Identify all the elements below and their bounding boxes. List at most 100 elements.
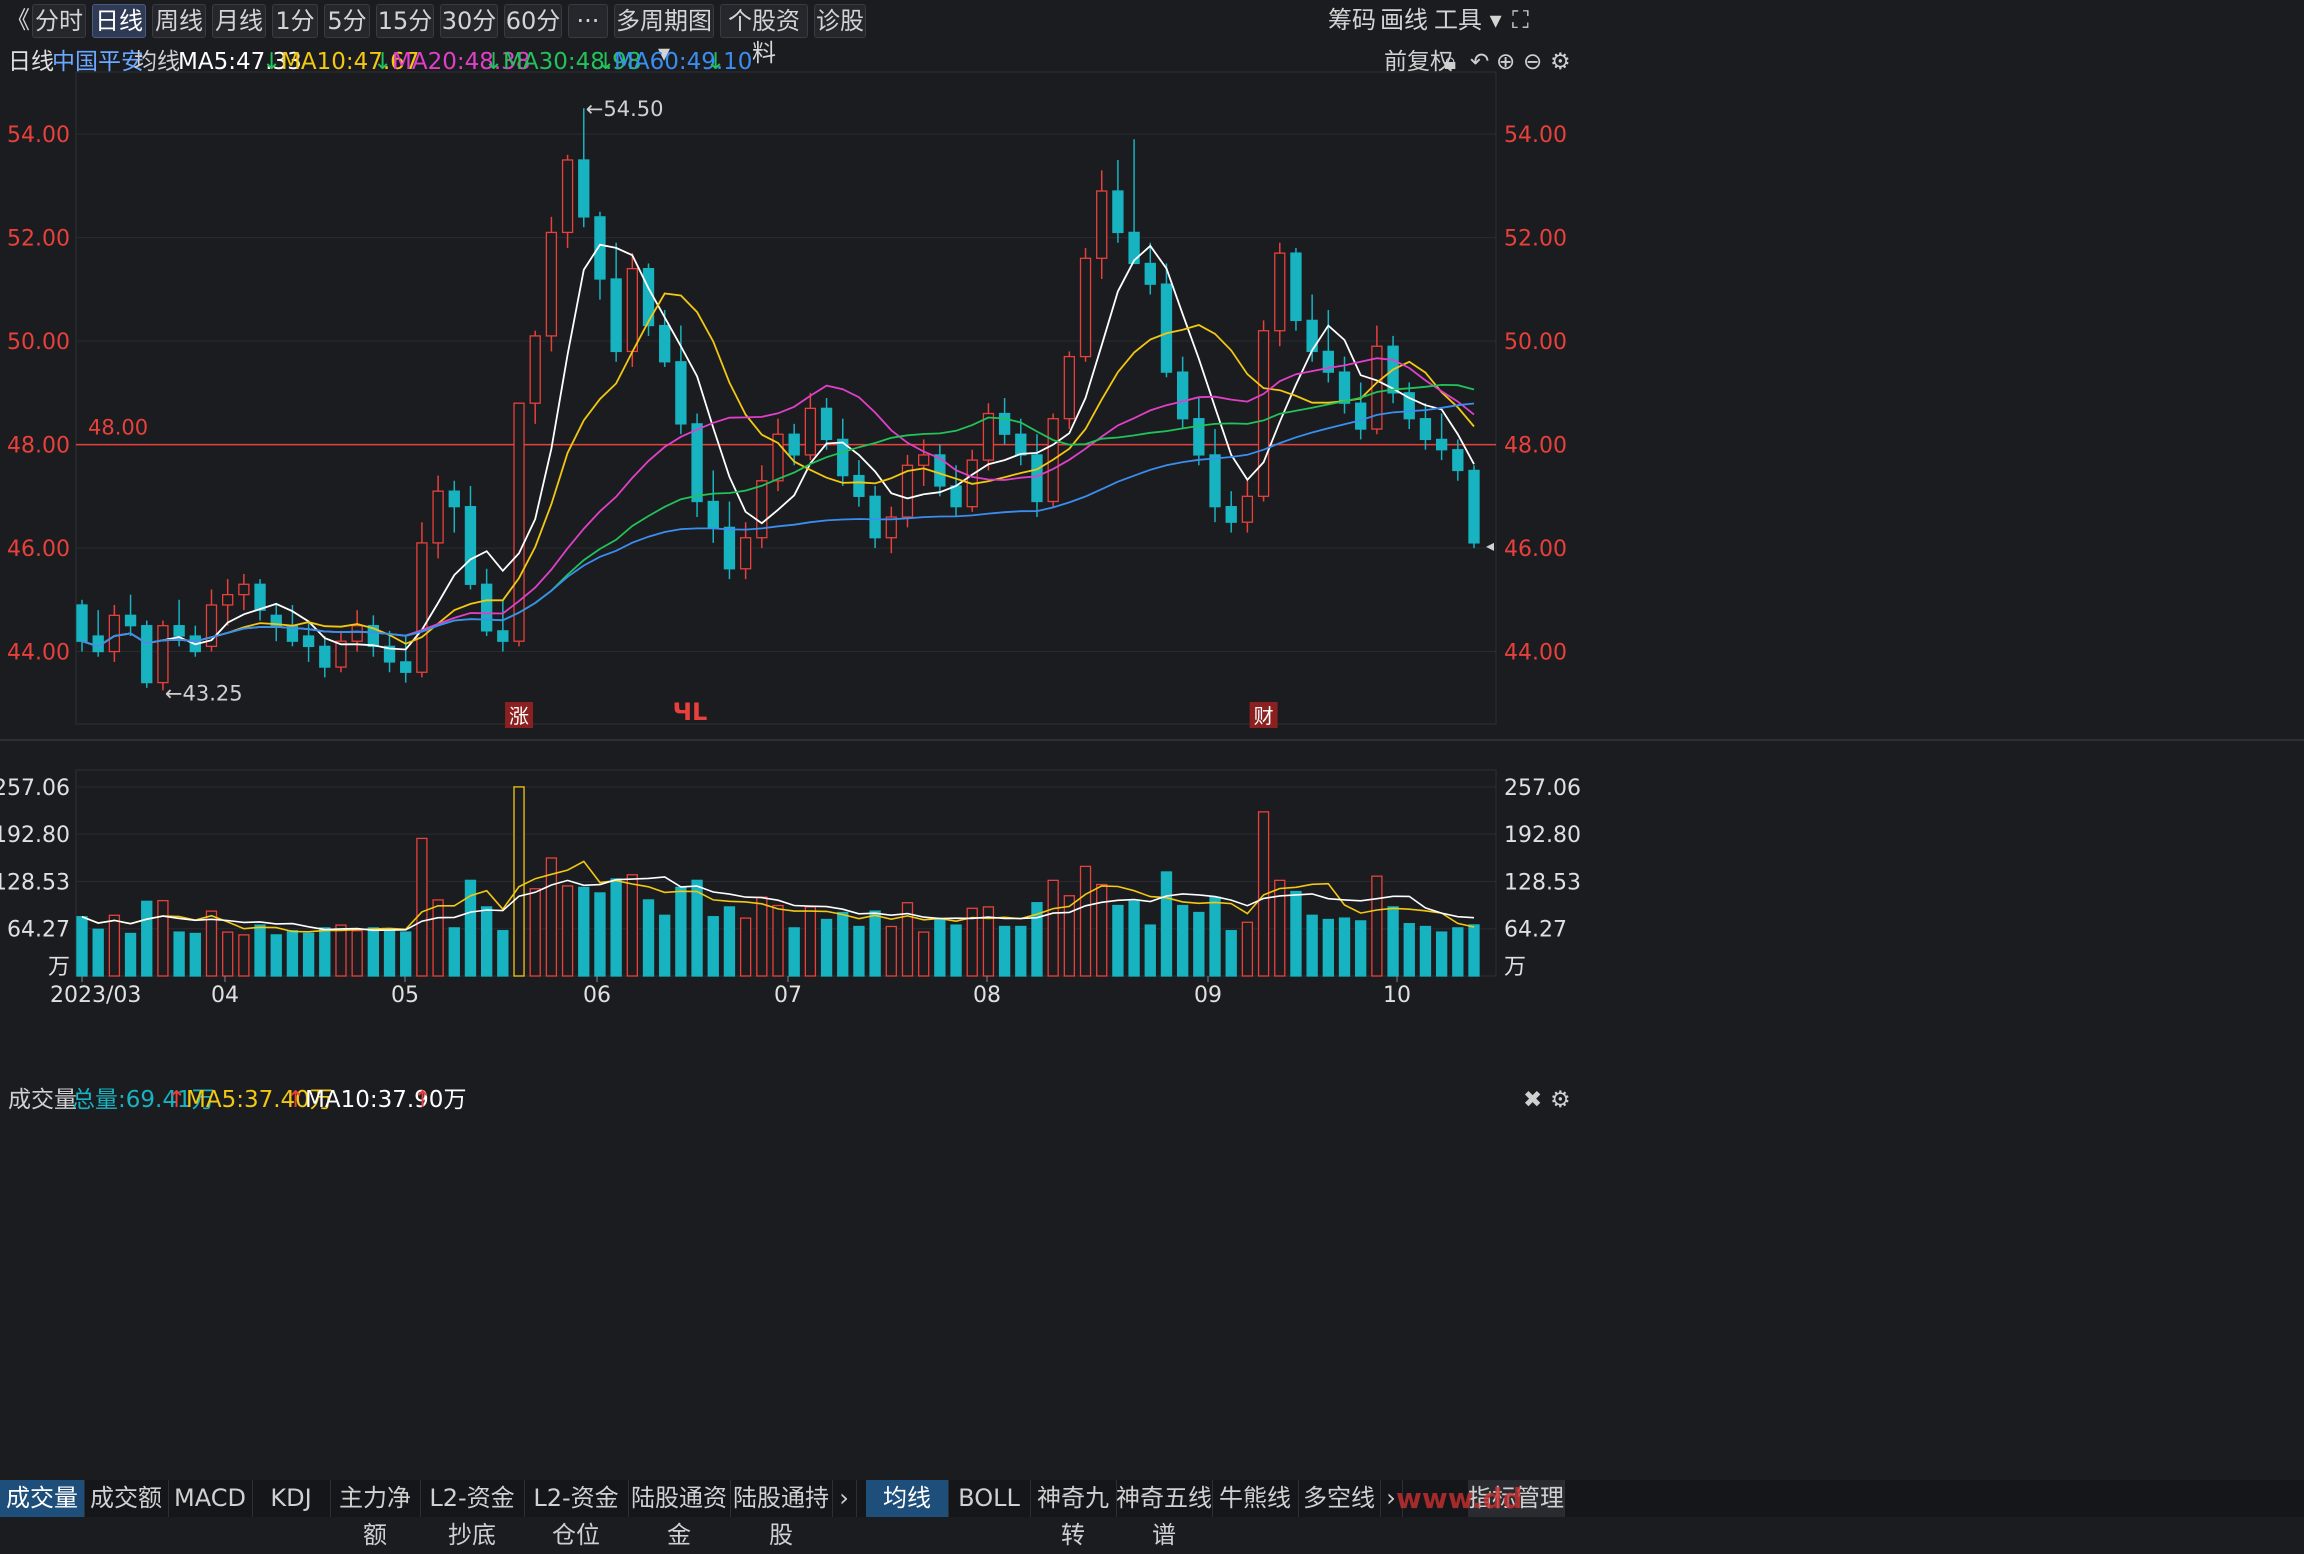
stock-name[interactable]: 中国平安 [52, 49, 144, 75]
candle-body [254, 583, 266, 611]
period-label: 日线 [8, 49, 54, 75]
candle-body [594, 216, 606, 280]
price-tick-right: 46.00 [1504, 537, 1567, 562]
watermark: www.dd [1396, 1482, 1523, 1515]
candle-body [1079, 257, 1092, 358]
settings-gear-icon[interactable]: ⚙ [1550, 49, 1571, 75]
volume-bar [351, 930, 363, 977]
multi-period-dropdown[interactable]: 多周期图 ▾ [614, 4, 714, 67]
tab-magic-nine[interactable]: 神奇九转 [1030, 1480, 1117, 1549]
volume-bar [254, 924, 266, 977]
diagnose-button[interactable]: 诊股 [814, 4, 866, 38]
volume-bar [480, 906, 493, 977]
candle-body [432, 490, 444, 544]
volume-settings-gear-icon[interactable]: ⚙ [1550, 1087, 1571, 1113]
volume-bar [1306, 914, 1318, 977]
tab-magic-five[interactable]: 神奇五线谱 [1116, 1480, 1213, 1549]
tab-bull-bear[interactable]: 牛熊线 [1212, 1480, 1299, 1517]
candle-body [1468, 469, 1480, 544]
volume-ma10: MA10:37.90万 [305, 1087, 467, 1113]
undo-icon[interactable]: ↶ [1470, 49, 1490, 75]
volume-bar [837, 911, 849, 977]
volume-bar [367, 927, 380, 977]
close-indicator-icon[interactable]: ✖ [1523, 1087, 1543, 1113]
tab-monthly[interactable]: 月线 [212, 4, 266, 38]
tab-15min[interactable]: 15分 [376, 4, 434, 38]
ma60-arrow-icon: ↓ [706, 49, 726, 75]
volume-bar [189, 932, 201, 977]
adjust-mode[interactable]: 前复权 [1384, 49, 1453, 75]
volume-tick-left: 192.80 [0, 823, 70, 848]
volume-label[interactable]: 成交量 [8, 1087, 77, 1113]
candle-body [319, 645, 331, 668]
volume-bar [1338, 917, 1351, 977]
zoom-in-icon[interactable]: ⊕ [1496, 49, 1516, 75]
tab-long-short[interactable]: 多空线 [1298, 1480, 1381, 1517]
candle-body [723, 526, 736, 570]
stock-chart[interactable]: 54.00 54.00 52.00 52.00 50.00 50.00 48.00 48.00… [0, 0, 2304, 1480]
volume-bar [723, 906, 736, 977]
ma-label[interactable]: 均线 [134, 49, 180, 75]
tab-ma[interactable]: 均线 [866, 1480, 949, 1517]
candle-body [1241, 495, 1254, 523]
tab-l2-position[interactable]: L2-资金仓位 [524, 1480, 629, 1549]
tab-1min[interactable]: 1分 [272, 4, 318, 38]
candle-body [1176, 371, 1189, 420]
x-tick-label: 06 [583, 983, 611, 1008]
tab-30min[interactable]: 30分 [440, 4, 498, 38]
more-button[interactable]: ··· [568, 4, 608, 38]
volume-bar [270, 934, 282, 977]
volume-bar [92, 928, 104, 977]
volume-bar [804, 906, 817, 977]
zoom-out-icon[interactable]: ⊖ [1523, 49, 1543, 75]
candle-body [885, 516, 897, 539]
volume-bar [1435, 931, 1448, 977]
ma5-line [81, 243, 1475, 651]
price-tick-right: 48.00 [1504, 434, 1567, 459]
candle-body [869, 495, 881, 539]
back-button[interactable]: 《 [6, 6, 30, 34]
volume-bar [545, 857, 558, 977]
tab-main-net[interactable]: 主力净额 [330, 1480, 421, 1549]
candle-body [513, 402, 525, 642]
tabs-right-next-icon[interactable]: › [1380, 1480, 1403, 1517]
tab-kdj[interactable]: KDJ [252, 1480, 331, 1517]
tab-5min[interactable]: 5分 [324, 4, 370, 38]
candle-body [480, 583, 493, 632]
x-tick-label: 09 [1194, 983, 1222, 1008]
ma30-value: MA30:48.98 [503, 49, 642, 75]
tab-macd[interactable]: MACD [168, 1480, 253, 1517]
tab-volume[interactable]: 成交量 [0, 1480, 85, 1517]
draw-button[interactable]: 画线 [1380, 6, 1428, 34]
tab-60min[interactable]: 60分 [504, 4, 562, 38]
fullscreen-icon[interactable]: ⛶ [1512, 6, 1529, 34]
tab-weekly[interactable]: 周线 [152, 4, 206, 38]
tab-fenshi[interactable]: 分时 [32, 4, 86, 38]
tab-l2-bottom[interactable]: L2-资金抄底 [420, 1480, 525, 1549]
volume-bar [1128, 900, 1140, 977]
indicator-manage-button[interactable]: 指标管理 [1468, 1480, 1565, 1517]
volume-bar [659, 914, 671, 977]
tab-northbound-fund[interactable]: 陆股通资金 [628, 1480, 731, 1549]
candle-body [108, 614, 121, 653]
volume-bar [1419, 925, 1432, 977]
volume-bar [335, 924, 347, 977]
candle-body [124, 614, 137, 627]
lock-icon[interactable]: 🔒︎ [1444, 49, 1457, 75]
tab-turnover[interactable]: 成交额 [84, 1480, 169, 1517]
tabs-next-icon[interactable]: › [832, 1480, 857, 1517]
candle-body [561, 159, 574, 234]
candle-body [1290, 252, 1302, 322]
chip-button[interactable]: 筹码 [1328, 6, 1376, 34]
volume-bar [1387, 906, 1399, 977]
tab-boll[interactable]: BOLL [948, 1480, 1031, 1517]
candle-body [1063, 355, 1076, 420]
stock-info-button[interactable]: 个股资料 [720, 4, 808, 67]
candle-body [772, 433, 784, 482]
tab-northbound-hold[interactable]: 陆股通持股 [730, 1480, 833, 1549]
candle-body [853, 474, 865, 497]
volume-bar [626, 874, 638, 977]
tools-dropdown[interactable]: 工具 ▾ [1434, 6, 1502, 34]
candle-body [1274, 252, 1286, 332]
tab-daily[interactable]: 日线 [92, 4, 146, 38]
